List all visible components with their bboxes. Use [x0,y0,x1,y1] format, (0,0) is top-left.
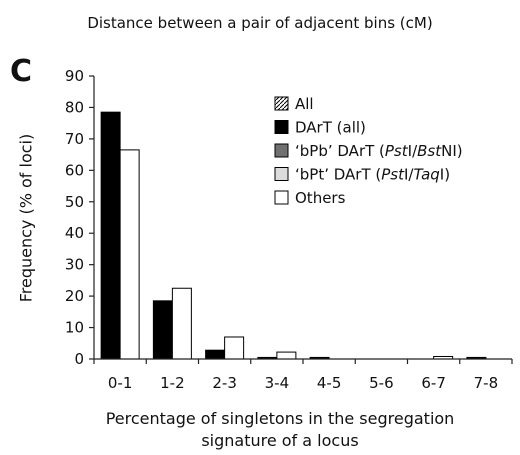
legend-swatch [274,167,289,181]
legend-label: Others [295,189,346,207]
legend-label: DArT (all) [295,119,366,137]
y-tick-label: 80 [65,98,84,116]
panel-letter: C [10,54,33,89]
bar-others [119,149,140,360]
y-tick-label: 40 [65,224,84,242]
y-tick-label: 20 [65,287,84,305]
y-tick-label: 30 [65,256,84,274]
x-tick-label: 0-1 [108,374,133,392]
y-tick-label: 70 [65,130,84,148]
bar-dart [205,349,226,360]
bar-dart [152,300,173,360]
x-tick-label: 2-3 [212,374,237,392]
y-tick-label: 60 [65,161,84,179]
x-tick-label: 7-8 [474,374,499,392]
x-tick-label: 6-7 [421,374,446,392]
legend-swatch [274,190,289,205]
legend-swatch [274,143,289,158]
x-tick-label: 3-4 [265,374,290,392]
bar-chart: 0 10 20 30 40 50 60 70 80 90 0-1 1-2 2-3 3-4 4-5 5-6 6-7… [65,67,513,392]
bar-others [224,336,245,360]
bar-dart [100,111,121,360]
y-tick-label: 90 [65,67,84,85]
legend-label: ‘bPb’ DArT (PstI/BstNI) [295,142,463,160]
legend-label: All [295,95,314,113]
x-tick-label: 5-6 [369,374,394,392]
y-tick-label: 10 [65,319,84,337]
x-axis-label-line2: signature of a locus [201,431,359,450]
top-title: Distance between a pair of adjacent bins… [87,14,433,32]
legend-label: ‘bPt’ DArT (PstI/TaqI) [295,166,450,184]
legend-swatch [274,96,289,111]
x-axis-label-line1: Percentage of singletons in the segregat… [105,409,455,428]
bar-others [276,351,297,360]
y-tick-label: 0 [74,350,84,368]
legend-swatch [274,120,289,134]
x-tick-label: 1-2 [160,374,185,392]
bar-others [171,287,192,360]
x-tick-label: 4-5 [317,374,342,392]
x-axis-label: Percentage of singletons in the segregat… [60,408,500,452]
y-tick-label: 50 [65,193,84,211]
